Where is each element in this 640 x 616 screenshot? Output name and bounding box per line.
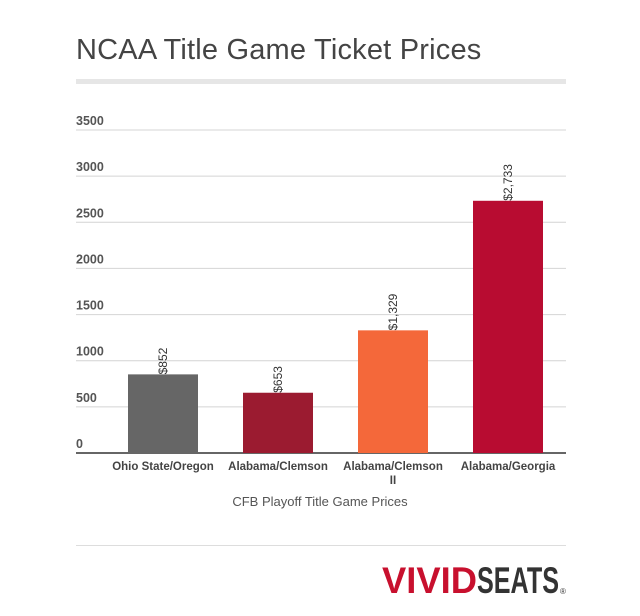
x-tick-label: Alabama/Clemson II bbox=[343, 461, 443, 487]
y-tick-label: 1000 bbox=[76, 345, 104, 359]
data-label: $1,329 bbox=[386, 293, 400, 330]
bar-chart: 0 500 1000 1500 2000 2500 3000 3500 $852 $653 $1,… bbox=[76, 114, 566, 509]
y-tick-label: 3500 bbox=[76, 114, 104, 128]
logo-seats-text: SEATS bbox=[477, 560, 559, 600]
x-tick-label: Alabama/Georgia bbox=[461, 461, 556, 473]
vividseats-logo: VIVID SEATS ® bbox=[382, 560, 566, 600]
x-axis-title: CFB Playoff Title Game Prices bbox=[232, 494, 408, 509]
y-tick-label: 2500 bbox=[76, 206, 104, 220]
data-label: $852 bbox=[156, 347, 170, 374]
y-tick-label: 500 bbox=[76, 391, 97, 405]
footer-divider bbox=[76, 545, 566, 546]
y-tick-labels: 0 500 1000 1500 2000 2500 3000 3500 bbox=[76, 114, 104, 451]
x-tick-label: Alabama/Clemson bbox=[228, 461, 328, 473]
logo-registered-mark: ® bbox=[560, 587, 566, 596]
y-tick-label: 0 bbox=[76, 437, 83, 451]
bar bbox=[358, 330, 428, 453]
logo-vivid-text: VIVID bbox=[382, 560, 477, 600]
x-tick-label: Ohio State/Oregon bbox=[112, 461, 214, 473]
chart-title: NCAA Title Game Ticket Prices bbox=[76, 34, 482, 66]
bar bbox=[473, 200, 543, 453]
y-tick-label: 1500 bbox=[76, 299, 104, 313]
y-tick-label: 2000 bbox=[76, 252, 104, 266]
bar bbox=[243, 392, 313, 453]
data-labels: $852 $653 $1,329 $2,733 bbox=[156, 164, 515, 393]
title-divider bbox=[76, 79, 566, 84]
bars bbox=[128, 200, 543, 453]
bar bbox=[128, 374, 198, 453]
x-tick-labels: Ohio State/Oregon Alabama/Clemson Alabama/… bbox=[112, 461, 556, 487]
y-tick-label: 3000 bbox=[76, 160, 104, 174]
data-label: $653 bbox=[271, 366, 285, 393]
data-label: $2,733 bbox=[501, 164, 515, 201]
